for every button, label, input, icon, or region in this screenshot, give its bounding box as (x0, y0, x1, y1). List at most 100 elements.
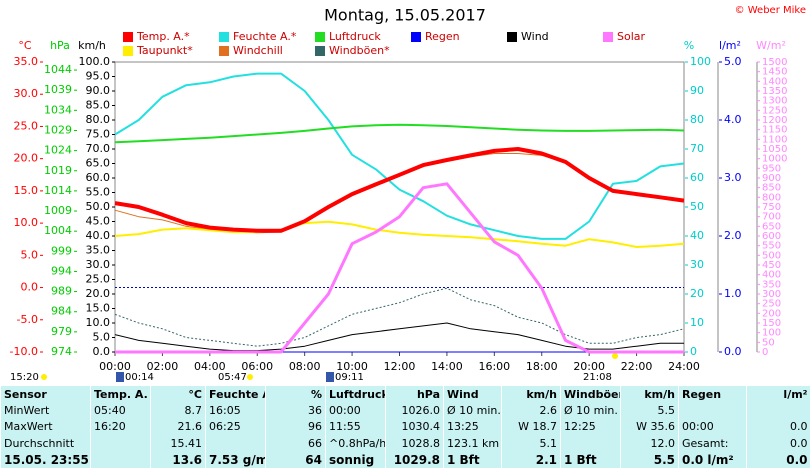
y-tick-label: 550 (762, 241, 781, 252)
y-tick-label: 1014 (44, 184, 72, 197)
y-tick-label: 55.0 (86, 186, 111, 199)
table-row: MaxWert 16:20 21.6 06:25 96 11:55 1030.4 13:25 W… (0, 418, 810, 436)
y-tick-label: 50.0 (86, 200, 111, 213)
x-tick-label: 12:00 (384, 360, 416, 373)
y-tick-label: 25.0 (86, 273, 111, 286)
x-tick-label: 22:00 (621, 360, 653, 373)
x-tick-label: 16:00 (478, 360, 510, 373)
table-cell: 7.53 g/m³ (205, 451, 266, 468)
legend-label: Temp. A.* (136, 30, 190, 43)
table-cell (678, 402, 747, 419)
y-tick-label: 15.0 (14, 184, 39, 197)
y-tick-label: 85.0 (86, 99, 111, 112)
y-tick-label: 30.0 (14, 87, 39, 100)
y-tick-label: 450 (762, 260, 781, 271)
y-tick-label: 1500 (762, 57, 787, 68)
y-tick-label: 0 (762, 347, 768, 358)
y-tick-label: 15.0 (86, 302, 111, 315)
axis-unit: hPa (50, 39, 70, 52)
y-tick-label: 900 (762, 173, 781, 184)
table-cell: 05:40 (90, 402, 151, 419)
series-line (114, 287, 685, 347)
y-tick-label: 1039 (44, 83, 72, 96)
table-cell: Luftdruck (325, 386, 386, 403)
y-tick-label: 1019 (44, 164, 72, 177)
x-tick-label: 24:00 (668, 360, 700, 373)
table-cell: 5.5 (620, 451, 679, 468)
y-tick-label: 250 (762, 299, 781, 310)
chart-title: Montag, 15.05.2017 (324, 6, 486, 25)
table-cell (90, 451, 151, 468)
y-tick-label: 300 (762, 289, 781, 300)
legend-label: Windböen* (329, 44, 390, 57)
table-cell: 123.1 km (443, 435, 502, 452)
sun-icon (247, 374, 253, 380)
y-tick-label: 1100 (762, 134, 787, 145)
table-cell: 21.6 (150, 418, 206, 436)
y-tick-label: 80 (690, 113, 704, 126)
legend-swatch (603, 32, 613, 42)
y-tick-label: 1009 (44, 204, 72, 217)
legend-label: Solar (617, 30, 646, 43)
y-tick-label: 25.0 (14, 119, 39, 132)
series-line (114, 220, 685, 248)
y-tick-label: 984 (51, 305, 72, 318)
y-tick-label: 20 (690, 287, 704, 300)
y-tick-label: 100 (690, 55, 711, 68)
table-cell: 66 (265, 435, 326, 452)
y-tick-label: 1.0 (724, 287, 742, 300)
table-row: MinWert 05:40 8.7 16:05 36 00:00 1026.0 Ø 10 mi… (0, 402, 810, 419)
table-cell: 13.6 (150, 451, 206, 468)
y-tick-label: -5.0 (17, 313, 38, 326)
y-tick-label: 3.0 (724, 171, 742, 184)
y-tick-label: 1150 (762, 125, 787, 136)
legend-label: Luftdruck (329, 30, 381, 43)
y-tick-label: 90.0 (86, 84, 111, 97)
legend-label: Taupunkt* (136, 44, 193, 57)
table-cell: 16:20 (90, 418, 151, 436)
table-cell: 64 (265, 451, 326, 468)
legend-swatch (411, 32, 421, 42)
series-line (114, 147, 685, 233)
table-cell: Durchschnitt (0, 435, 91, 452)
table-cell (90, 435, 151, 452)
table-cell: hPa (385, 386, 444, 403)
y-tick-label: 974 (51, 345, 72, 358)
moon-icon (116, 372, 124, 382)
sun-time: 09:11 (335, 372, 364, 383)
y-tick-label: 979 (51, 325, 72, 338)
y-tick-label: 1250 (762, 105, 787, 116)
table-cell: 96 (265, 418, 326, 436)
y-tick-label: 1004 (44, 224, 72, 237)
table-cell: Wind (443, 386, 502, 403)
chart: Montag, 15.05.2017 © Weber Mike 00:00 02:… (10, 5, 806, 383)
table-cell: 1 Bft (443, 451, 502, 468)
table-cell: l/m² (746, 386, 810, 403)
table-cell: 16:05 (205, 402, 266, 419)
table-cell (560, 435, 621, 452)
table-cell: sonnig (325, 451, 386, 468)
y-tick-label: 30.0 (86, 258, 111, 271)
sun-time: 05:47 (218, 372, 247, 383)
x-tick-label: 14:00 (431, 360, 463, 373)
legend-swatch (219, 32, 229, 42)
y-tick-label: 1029 (44, 123, 72, 136)
y-tick-label: 10 (690, 316, 704, 329)
table-cell: Regen (678, 386, 747, 403)
axis-unit: % (684, 39, 694, 52)
y-tick-label: 989 (51, 285, 72, 298)
y-tick-label: 700 (762, 212, 781, 223)
table-cell: 15.05. 23:55 (0, 451, 91, 468)
y-tick-label: 95.0 (86, 70, 111, 83)
legend-label: Wind (521, 30, 549, 43)
table-cell: 36 (265, 402, 326, 419)
table-cell (746, 402, 810, 419)
table-cell: 5.1 (501, 435, 561, 452)
y-tick-label: 0.0 (21, 281, 39, 294)
table-cell: 15.41 (150, 435, 206, 452)
table-cell: 8.7 (150, 402, 206, 419)
y-tick-label: 70 (690, 142, 704, 155)
y-tick-label: 350 (762, 279, 781, 290)
